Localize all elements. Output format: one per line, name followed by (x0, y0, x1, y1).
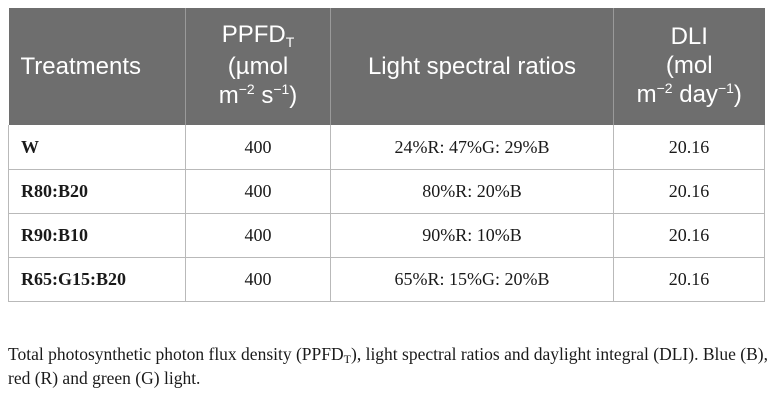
cell-treatment: R80:B20 (8, 169, 186, 214)
table-row: R65:G15:B20 400 65%R: 15%G: 20%B 20.16 (8, 257, 765, 302)
header-spectral: Light spectral ratios (330, 8, 614, 125)
cell-ppfd: 400 (185, 125, 331, 170)
cell-spectral: 80%R: 20%B (330, 169, 614, 214)
header-ppfd-subscript: T (285, 34, 295, 50)
header-ppfd-line1: PPFDT (221, 21, 295, 50)
header-treatments: Treatments (8, 8, 186, 125)
table-row: R80:B20 400 80%R: 20%B 20.16 (8, 169, 765, 214)
table-header: Treatments PPFDT (µmol m−2 s−1) Light sp… (8, 8, 765, 125)
header-dli-close: ) (733, 80, 742, 108)
header-ppfd-line3: m−2 s−1) (218, 81, 298, 109)
header-dli-line2: (mol (665, 51, 713, 79)
caption-subscript: T (343, 352, 351, 366)
data-table: Treatments PPFDT (µmol m−2 s−1) Light sp… (8, 8, 765, 302)
cell-spectral: 24%R: 47%G: 29%B (330, 125, 614, 170)
table-row: W 400 24%R: 47%G: 29%B 20.16 (8, 125, 765, 170)
table-caption: Total photosynthetic photon flux density… (8, 343, 768, 389)
cell-treatment: W (8, 125, 186, 170)
cell-spectral: 90%R: 10%B (330, 213, 614, 258)
cell-ppfd: 400 (185, 213, 331, 258)
header-ppfd: PPFDT (µmol m−2 s−1) (185, 8, 331, 125)
cell-spectral: 65%R: 15%G: 20%B (330, 257, 614, 302)
cell-ppfd: 400 (185, 257, 331, 302)
header-row: Treatments PPFDT (µmol m−2 s−1) Light sp… (8, 8, 765, 125)
cell-treatment: R90:B10 (8, 213, 186, 258)
header-ppfd-unit-s: s (254, 82, 274, 109)
caption-part1: Total photosynthetic photon flux density… (8, 344, 344, 364)
header-dli-sup1: −2 (656, 79, 673, 96)
header-dli: DLI (mol m−2 day−1) (613, 8, 765, 125)
header-ppfd-line2: (µmol (227, 53, 289, 80)
header-dli-unit-day: day (672, 80, 718, 108)
data-table-container: Treatments PPFDT (µmol m−2 s−1) Light sp… (8, 8, 765, 302)
header-dli-sup2: −1 (717, 79, 734, 96)
cell-treatment: R65:G15:B20 (8, 257, 186, 302)
cell-dli: 20.16 (613, 257, 765, 302)
cell-dli: 20.16 (613, 213, 765, 258)
header-ppfd-main: PPFD (221, 21, 286, 48)
cell-ppfd: 400 (185, 169, 331, 214)
header-dli-line1: DLI (670, 22, 708, 50)
header-ppfd-sup2: −1 (273, 81, 290, 97)
caption-part2: ), light spectral ratios and daylight in… (8, 344, 768, 388)
header-treatments-label: Treatments (20, 53, 141, 80)
table-body: W 400 24%R: 47%G: 29%B 20.16 R80:B20 400… (8, 125, 765, 302)
cell-dli: 20.16 (613, 169, 765, 214)
header-ppfd-unit-m: m (218, 82, 239, 109)
header-dli-unit-m: m (636, 80, 657, 108)
header-dli-line3: m−2 day−1) (636, 79, 742, 108)
header-ppfd-sup1: −2 (238, 81, 255, 97)
header-spectral-label: Light spectral ratios (367, 53, 577, 80)
table-row: R90:B10 400 90%R: 10%B 20.16 (8, 213, 765, 258)
header-ppfd-close: ) (289, 82, 298, 109)
cell-dli: 20.16 (613, 125, 765, 170)
